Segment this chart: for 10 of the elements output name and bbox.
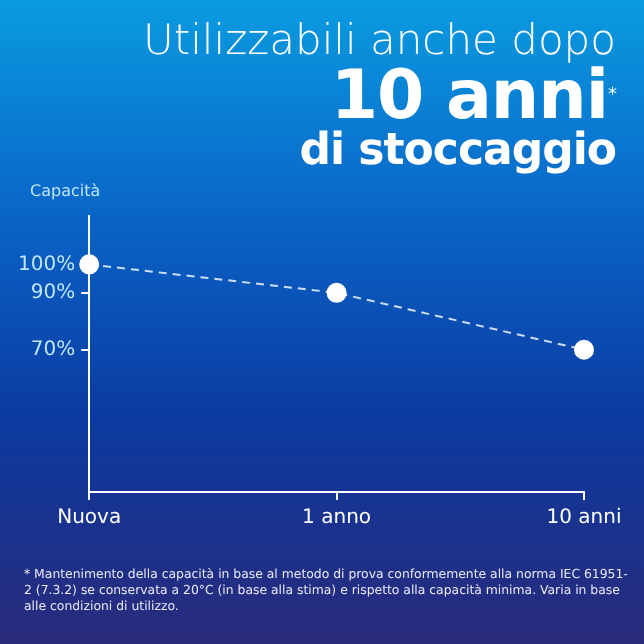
x-tick-label: 10 anni [546,507,622,530]
y-tick-label: 90% [30,282,76,305]
point [574,339,594,360]
point [79,254,100,275]
y-tick-label: 100% [17,253,76,276]
y-tick-label: 70% [30,338,76,361]
y-axis-title: Capacità [30,182,101,201]
x-tick-label: 1 anno [302,507,372,530]
point [326,282,347,303]
x-tick-label: Nuova [57,507,122,530]
